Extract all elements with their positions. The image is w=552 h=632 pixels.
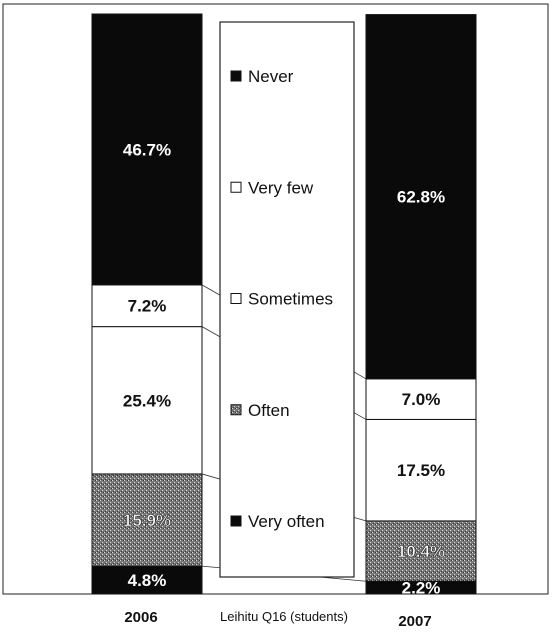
- bar-2006-often: [91, 473, 203, 567]
- bars-group: [91, 13, 477, 595]
- legend: Never Very few Sometimes Often Very often: [219, 21, 355, 578]
- legend-label-very-often: Very often: [248, 512, 325, 531]
- data-label-2006-never: 46.7%: [123, 140, 171, 159]
- legend-box: [219, 21, 355, 578]
- bar-2007-sometimes: [365, 418, 477, 522]
- bar-2006-very-often: [91, 565, 203, 595]
- data-label-2007-often: 10.4%: [397, 542, 445, 561]
- data-label-2006-often: 15.9%: [123, 511, 171, 530]
- legend-label-never: Never: [248, 67, 294, 86]
- bar-2006-sometimes: [91, 326, 203, 475]
- legend-swatch-sometimes: [230, 293, 242, 304]
- legend-label-very-few: Very few: [248, 178, 314, 197]
- x-tick-label-2007: 2007: [398, 613, 431, 630]
- bar-2007-often: [365, 520, 477, 582]
- legend-swatch-very-few: [230, 181, 242, 193]
- data-label-2007-very-often: 2.2%: [402, 579, 441, 598]
- data-label-2006-very-often: 4.8%: [128, 571, 167, 590]
- legend-swatch-very-often: [230, 515, 242, 527]
- category-labels: 2006 2007: [124, 609, 431, 630]
- segment-labels: 4.8% 15.9% 25.4% 7.2% 46.7% 2.2% 10.4% 17.5% 7.0…: [123, 140, 446, 598]
- bar-2006-very-few: [91, 284, 203, 328]
- bar-2007-very-few: [365, 378, 477, 420]
- data-label-2007-sometimes: 17.5%: [397, 461, 445, 480]
- bar-2006-never: [91, 13, 203, 286]
- legend-label-sometimes: Sometimes: [248, 290, 333, 309]
- legend-label-often: Often: [248, 401, 290, 420]
- x-tick-label-2006: 2006: [124, 609, 157, 626]
- bar-2007-never: [365, 14, 477, 380]
- data-label-2006-sometimes: 25.4%: [123, 391, 171, 410]
- legend-swatch-never: [230, 70, 242, 82]
- chart-title: Leihitu Q16 (students): [220, 609, 348, 624]
- legend-swatch-often: [230, 404, 242, 416]
- data-label-2007-never: 62.8%: [397, 188, 445, 207]
- data-label-2007-very-few: 7.0%: [402, 390, 441, 409]
- data-label-2006-very-few: 7.2%: [128, 297, 167, 316]
